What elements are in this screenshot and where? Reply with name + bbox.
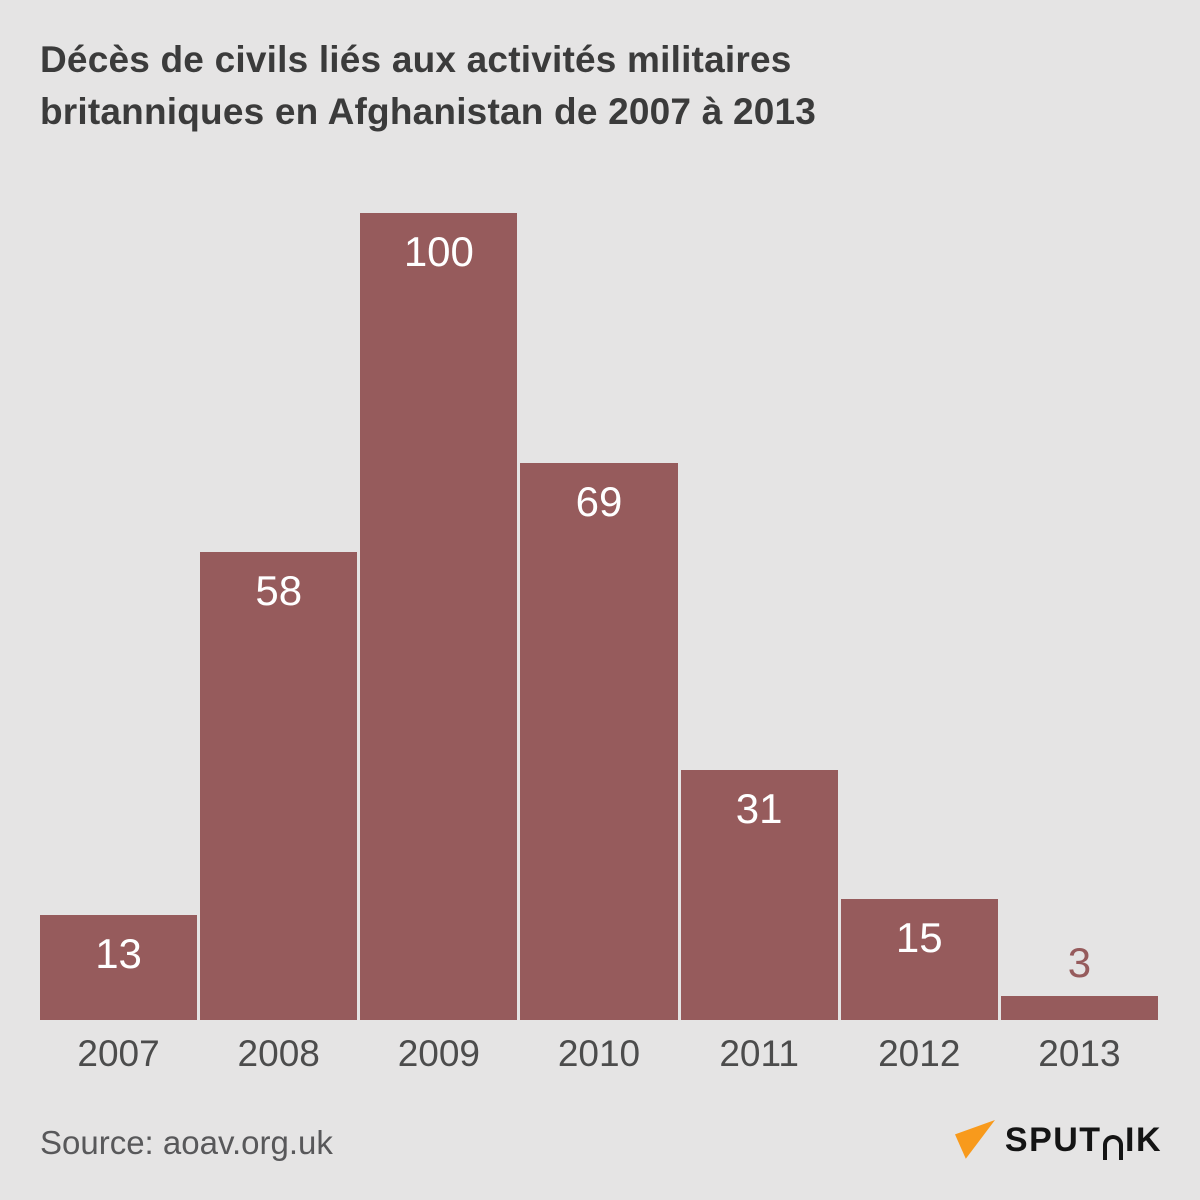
bar-2012: 15 <box>840 898 998 1020</box>
sputnik-wordmark: SPUT IK <box>1005 1121 1162 1160</box>
x-tick-2008: 2008 <box>237 1033 320 1074</box>
x-tick-2010: 2010 <box>557 1033 641 1074</box>
bar-value-label-2013: 3 <box>1067 938 1092 986</box>
bar-2008: 58 <box>200 551 358 1020</box>
bar-2007: 13 <box>40 915 198 1020</box>
x-tick-2009: 2009 <box>397 1033 480 1074</box>
sputnik-arrow-shape <box>954 1120 995 1159</box>
source-text: Source: aoav.org.uk <box>40 1124 333 1161</box>
bar-chart: 13 58 100 69 31 15 3 <box>40 213 1158 1020</box>
chart-title-line-1: Décès de civils liés aux activités milit… <box>40 39 792 80</box>
bar-value-label-2010: 69 <box>575 478 623 526</box>
chart-title-line-2: britanniques en Afghanistan de 2007 à 20… <box>40 91 817 132</box>
x-tick-2013: 2013 <box>1038 1033 1121 1074</box>
bar-value-label-2012: 15 <box>895 913 943 961</box>
x-axis: 2007 2008 2009 2010 2011 2012 2013 <box>40 1033 1158 1075</box>
bar-value-label-2009: 100 <box>403 228 474 275</box>
x-tick-2011: 2011 <box>719 1033 799 1074</box>
bar-2010: 69 <box>520 463 678 1020</box>
bar-2013: 3 <box>1000 939 1158 1020</box>
x-tick-2012: 2012 <box>878 1033 961 1074</box>
wordmark-part-2: IK <box>1125 1120 1162 1159</box>
wordmark-n-glyph <box>1103 1135 1124 1160</box>
sputnik-logo: SPUT IK <box>954 1120 1162 1160</box>
bar-2011: 31 <box>680 769 838 1020</box>
sputnik-arrow-icon <box>954 1120 995 1159</box>
bar-value-label-2008: 58 <box>255 566 303 614</box>
bar-value-label-2011: 31 <box>735 784 783 832</box>
bar-value-label-2007: 13 <box>95 930 142 978</box>
bar-2009: 100 <box>360 213 518 1020</box>
x-tick-2007: 2007 <box>77 1033 160 1074</box>
wordmark-part-1: SPUT <box>1004 1120 1102 1159</box>
chart-title: Décès de civils liés aux activités milit… <box>40 34 816 138</box>
